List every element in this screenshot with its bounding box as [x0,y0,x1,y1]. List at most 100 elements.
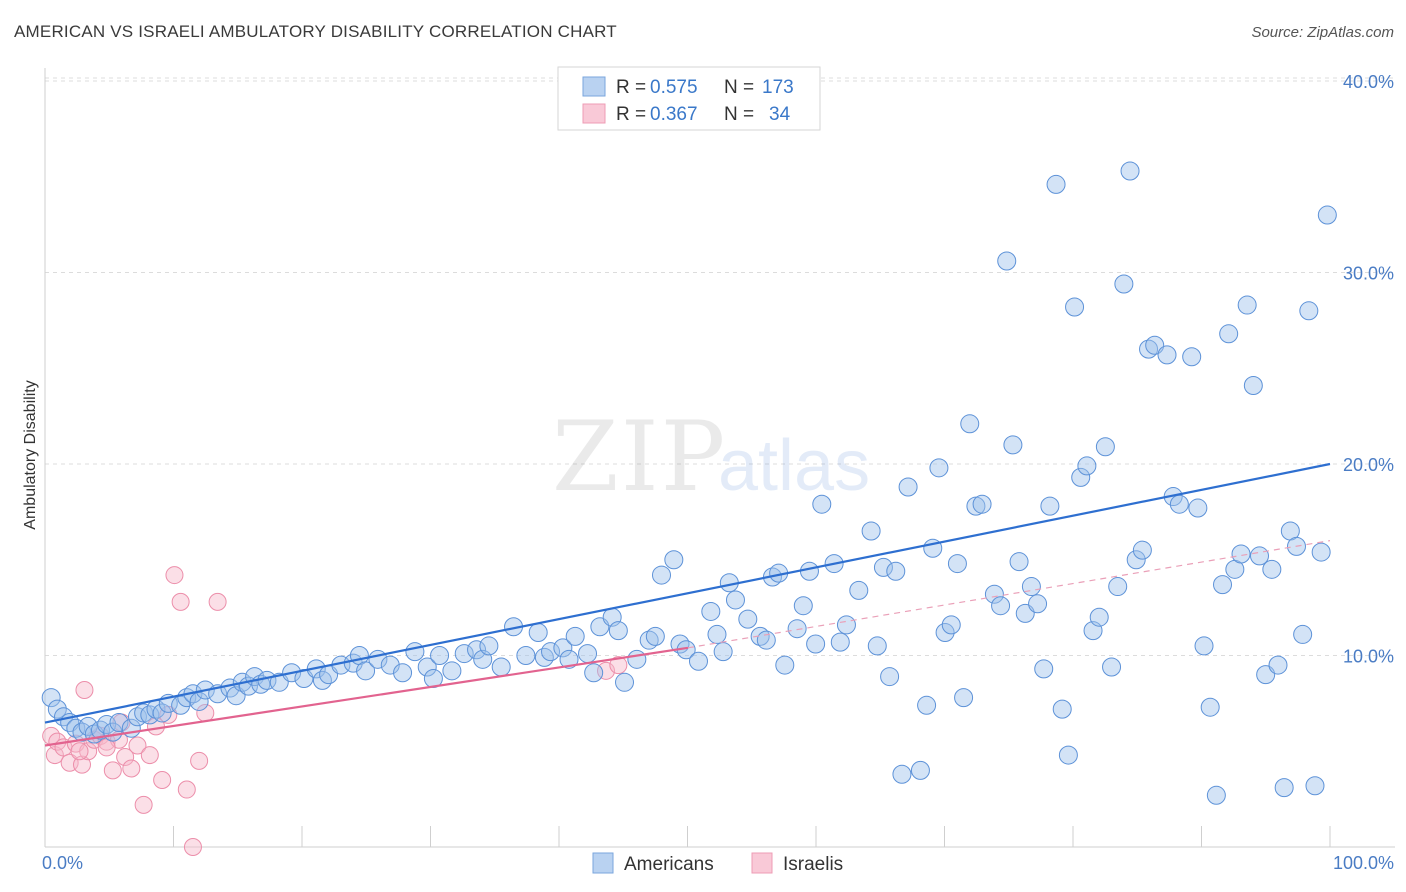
americans-point [830,632,850,652]
americans-point [701,601,721,621]
americans-point [1157,345,1177,365]
americans-point [799,561,819,581]
americans-point [1046,174,1066,194]
y-tick-label-30: 30.0% [1343,264,1394,284]
americans-point [1317,205,1337,225]
americans-point [312,670,332,690]
americans-point [1058,745,1078,765]
americans-point [947,554,967,574]
y-axis-title: Ambulatory Disability [22,380,39,529]
legend-americans-r-label: R = [616,77,646,98]
americans-point [960,414,980,434]
americans-point [1139,339,1159,359]
americans-point [356,661,376,681]
americans-point [639,630,659,650]
americans-point [608,621,628,641]
legend-israelis-swatch [582,103,606,124]
axes [44,68,1395,848]
americans-point [41,688,61,708]
americans-point [1114,274,1134,294]
americans-point [1071,467,1091,487]
americans-point [812,494,832,514]
americans-point [1021,577,1041,597]
israelis-point [134,795,153,814]
americans-point [738,609,758,629]
americans-point [1102,657,1122,677]
x-tick-label-max: 100.0% [1333,853,1394,873]
americans-point [516,646,536,665]
americans-point [954,688,974,708]
americans-point [627,649,647,669]
americans-point [109,713,129,733]
israelis-point [128,736,147,755]
americans-point [1040,496,1060,516]
americans-point [886,561,906,581]
israelis-point [72,755,91,774]
americans-point [1194,636,1214,656]
americans-point [565,626,585,646]
israelis-point [177,780,196,799]
legend-israelis-r-label: R = [616,104,646,125]
americans-point [127,707,147,727]
legend-israelis-n-label: N = [724,104,754,125]
americans-point [528,623,548,643]
americans-point [1293,624,1313,644]
legend-americans-n-label: N = [724,77,754,98]
americans-point [1065,297,1085,317]
americans-point [984,584,1004,604]
americans-point [1182,347,1202,367]
americans-point [72,722,92,742]
americans-point [1003,435,1023,455]
americans-point [725,590,745,610]
americans-point [1268,655,1288,675]
watermark-zip: ZIP [552,401,727,513]
source-credit: Source: ZipAtlas.com [1251,24,1394,41]
americans-point [97,714,117,734]
americans-point [861,521,881,541]
americans-point [1299,301,1319,321]
israelis-point [609,656,628,675]
gridlines [45,77,1395,656]
americans-point [467,640,487,660]
israelis-point [165,566,184,585]
americans-point [1077,456,1097,476]
americans-point [898,477,918,497]
americans-point [1169,494,1189,514]
israelis-trendline [44,646,689,747]
americans-point [454,644,474,664]
legend-bottom-americans-label: Americans [624,854,714,875]
americans-point [1188,498,1208,518]
americans-point [1009,552,1029,572]
legend-israelis-r-value: 0.367 [650,104,698,125]
israelis-point [171,592,190,611]
americans-point [1219,324,1239,344]
israelis-point [140,746,159,765]
americans-point [664,550,684,570]
americans-point [892,764,912,784]
americans-point [442,661,462,681]
trendlines [44,462,1331,747]
americans-point [867,636,887,656]
americans-points [41,161,1337,805]
americans-point [1052,699,1072,719]
americans-point [541,642,561,662]
y-tick-label-20: 20.0% [1343,455,1394,475]
americans-point [1028,594,1048,614]
americans-point [1274,778,1294,798]
legend-bottom-israelis-swatch [751,852,773,874]
legend-americans-r-value: 0.575 [650,77,698,98]
americans-point [1108,577,1128,597]
americans-point [584,663,604,683]
americans-point [1089,607,1109,627]
americans-point [1120,161,1140,181]
israelis-point [103,761,122,780]
americans-point [880,667,900,687]
legend-bottom-americans-swatch [592,852,614,874]
americans-point [1132,540,1152,560]
americans-point [553,638,573,658]
americans-point [380,655,400,675]
legend-bottom-israelis-label: Israelis [783,854,843,875]
americans-point [836,615,856,635]
americans-point [688,651,708,671]
